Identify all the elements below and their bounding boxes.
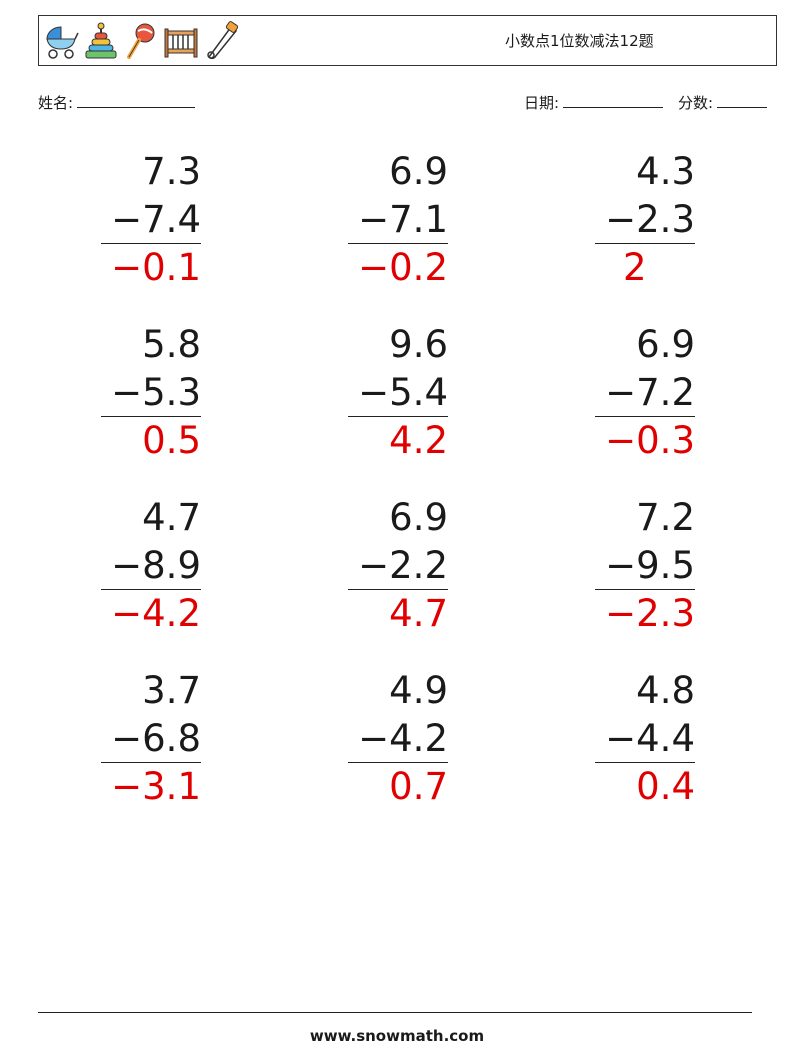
minuend: 7.3 [142,150,201,193]
minuend: 6.9 [389,496,448,539]
subtrahend: −4.4 [595,715,695,763]
header-icons [43,21,239,61]
answer: −0.2 [358,246,448,289]
answer: 0.5 [142,419,201,462]
minuend: 5.8 [142,323,201,366]
subtrahend: −8.9 [101,542,201,590]
subtrahend: −7.1 [348,196,448,244]
baby-carriage-icon [43,21,79,61]
subtrahend: −7.4 [101,196,201,244]
problem: 4.8 −4.4 0.4 [595,667,695,811]
problem: 5.8 −5.3 0.5 [101,321,201,465]
rattle-icon [123,21,159,61]
footer-site: www.snowmath.com [309,1027,485,1045]
subtrahend: −6.8 [101,715,201,763]
problem: 4.9 −4.2 0.7 [348,667,448,811]
date-field: 日期: [524,92,664,113]
subtrahend: −4.2 [348,715,448,763]
crib-icon [163,21,199,61]
score-field: 分数: [678,92,768,113]
minuend: 7.2 [636,496,695,539]
worksheet-header: 小数点1位数减法12题 [38,15,777,66]
minuend: 3.7 [142,669,201,712]
problem: 7.3 −7.4 −0.1 [101,148,201,292]
minuend: 6.9 [636,323,695,366]
problem: 6.9 −7.1 −0.2 [348,148,448,292]
score-label: 分数: [678,94,714,112]
minuend: 4.8 [636,669,695,712]
answer: −3.1 [111,765,201,808]
answer: 4.2 [389,419,448,462]
answer: 2 [623,246,647,289]
answer: −4.2 [111,592,201,635]
date-label: 日期: [524,94,560,112]
minuend: 4.3 [636,150,695,193]
problem: 4.3 −2.3 2 [595,148,695,292]
minuend: 6.9 [389,150,448,193]
problem: 6.9 −2.2 4.7 [348,494,448,638]
safety-pin-icon [203,21,239,61]
minuend: 9.6 [389,323,448,366]
stacking-rings-toy-icon [83,21,119,61]
problem: 6.9 −7.2 −0.3 [595,321,695,465]
minuend: 4.7 [142,496,201,539]
subtrahend: −7.2 [595,369,695,417]
score-blank[interactable] [717,92,768,108]
answer: 4.7 [389,592,448,635]
name-blank[interactable] [77,92,196,108]
subtrahend: −2.2 [348,542,448,590]
subtrahend: −9.5 [595,542,695,590]
answer: −2.3 [605,592,695,635]
answer: 0.7 [389,765,448,808]
subtrahend: −5.3 [101,369,201,417]
worksheet-title: 小数点1位数减法12题 [505,32,654,50]
footer-divider [38,1012,752,1013]
name-field: 姓名: [38,92,196,113]
answer: 0.4 [636,765,695,808]
answer: −0.1 [111,246,201,289]
minuend: 4.9 [389,669,448,712]
problem: 9.6 −5.4 4.2 [348,321,448,465]
problem: 7.2 −9.5 −2.3 [595,494,695,638]
problem: 4.7 −8.9 −4.2 [101,494,201,638]
subtrahend: −5.4 [348,369,448,417]
problem: 3.7 −6.8 −3.1 [101,667,201,811]
answer: −0.3 [605,419,695,462]
date-blank[interactable] [563,92,664,108]
name-label: 姓名: [38,94,74,112]
subtrahend: −2.3 [595,196,695,244]
